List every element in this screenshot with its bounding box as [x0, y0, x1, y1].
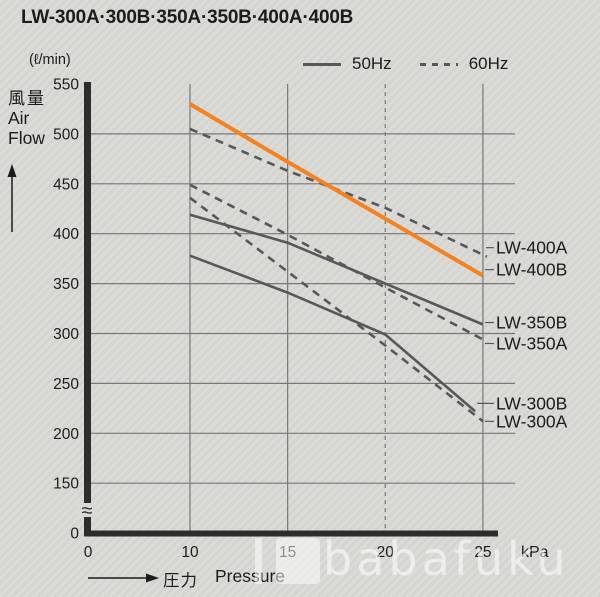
legend: 50Hz 60Hz: [303, 54, 508, 74]
curve-lw-300b: [189, 254, 476, 413]
series-label-lw-300b: LW-300B: [496, 393, 567, 413]
y-tick-label-350: 350: [53, 276, 79, 293]
series-label-lw-300a: LW-300A: [496, 411, 568, 431]
y-axis-label-en-flow: Flow: [8, 128, 45, 148]
y-tick-label-450: 450: [53, 176, 79, 193]
y-axis-unit: (ℓ/min): [29, 52, 71, 68]
legend-60hz-label: 60Hz: [468, 54, 509, 73]
watermark-logo-box: [276, 538, 320, 584]
y-tick-label-200: 200: [53, 426, 79, 443]
watermark-bar: [255, 538, 262, 584]
y-tick-label-250: 250: [53, 376, 79, 393]
series-label-lw-400a: LW-400A: [496, 238, 568, 258]
y-axis-label-en-air: Air: [8, 108, 30, 128]
y-tick-label-150: 150: [53, 476, 79, 493]
y-axis-break-mask: [77, 503, 97, 517]
y-tick-label-400: 400: [53, 226, 79, 243]
series-label-lw-400b: LW-400B: [496, 260, 567, 280]
legend-50hz-label: 50Hz: [352, 54, 392, 73]
y-tick-label-550: 550: [53, 77, 79, 94]
curve-lw-350b: [189, 213, 484, 326]
x-tick-label-0: 0: [84, 544, 93, 561]
y-tick-label-300: 300: [53, 326, 79, 343]
watermark-text: babafuku: [323, 532, 570, 586]
legend-60hz-line-icon: [419, 62, 458, 66]
y-axis-break-symbol: ≈: [82, 500, 93, 522]
page-title: LW-300A·300B·350A·350B·400A·400B: [21, 7, 354, 28]
x-tick-label-25: 25: [474, 544, 491, 561]
curve-lw-400b: [188, 102, 485, 278]
air-flow-arrow-head-icon: [7, 164, 17, 177]
x-tick-label-10: 10: [181, 544, 199, 561]
legend-50hz-line-icon: [303, 62, 341, 66]
curve-lw-300a: [189, 196, 484, 423]
series-label-lw-350a: LW-350A: [496, 333, 568, 353]
x-tick-label-20: 20: [377, 544, 395, 561]
x-axis-label-jp: 圧力: [163, 572, 198, 590]
y-axis-label-jp: 風量: [8, 89, 46, 108]
y-tick-label-500: 500: [53, 126, 79, 143]
pressure-arrow-head-icon: [146, 573, 159, 583]
y-tick-label-0: 0: [70, 526, 79, 543]
series-label-lw-350b: LW-350B: [496, 313, 567, 333]
x-axis-label-en: Pressure: [215, 566, 286, 586]
x-axis-unit-label: kPa: [521, 544, 549, 561]
